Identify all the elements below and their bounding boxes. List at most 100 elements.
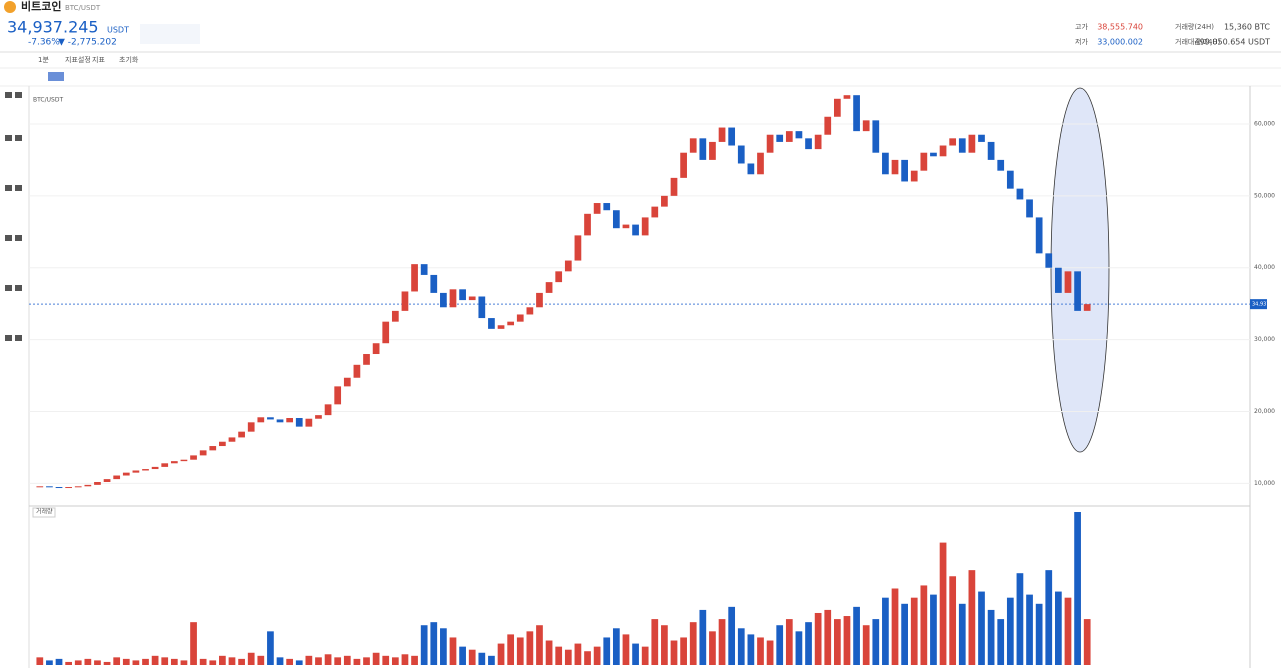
volume-bar — [84, 658, 92, 665]
candle — [718, 127, 726, 142]
toolbar-item[interactable]: 1분 — [38, 56, 49, 64]
candle — [853, 95, 860, 132]
volume-bar — [632, 643, 639, 665]
candle — [757, 152, 764, 175]
tool-icon[interactable] — [5, 235, 12, 241]
candle — [343, 377, 351, 387]
volume-bar — [440, 628, 447, 665]
chart-label: BTC/USDT — [33, 97, 63, 104]
volume-bar — [449, 637, 457, 665]
stat-value: 33,000.002 — [1097, 38, 1143, 47]
toolbar-item[interactable]: 지표설정 — [65, 55, 91, 64]
volume-bar — [833, 619, 841, 665]
toolbar-item[interactable]: 초기화 — [119, 55, 139, 64]
tool-icon[interactable] — [5, 285, 12, 291]
candle — [930, 152, 937, 157]
volume-bar — [997, 619, 1005, 665]
volume-bar — [987, 609, 995, 665]
candle — [632, 224, 639, 236]
volume-bar — [737, 628, 745, 665]
volume-bar — [939, 542, 947, 665]
volume-bar — [1055, 591, 1062, 665]
candle — [1006, 170, 1014, 189]
volume-bar — [757, 637, 764, 665]
tool-icon[interactable] — [5, 185, 12, 191]
volume-bar — [920, 585, 928, 665]
last-price-label: 34,937 — [1252, 302, 1270, 308]
candle — [997, 159, 1005, 171]
volume-bar — [1083, 619, 1091, 665]
candle — [1026, 199, 1033, 218]
tool-icon[interactable] — [5, 335, 12, 341]
volume-bar — [670, 640, 678, 665]
candle — [978, 134, 985, 142]
candle — [574, 235, 582, 261]
tool-icon[interactable] — [15, 185, 22, 191]
stat-label: 거래대금(24H) — [1175, 37, 1221, 46]
volume-bar — [391, 657, 399, 665]
volume-bar — [728, 606, 736, 665]
volume-bar — [276, 657, 284, 665]
tool-icon[interactable] — [5, 92, 12, 98]
volume-bar — [853, 606, 860, 665]
tool-icon[interactable] — [15, 135, 22, 141]
candle — [958, 138, 966, 153]
candle — [190, 455, 197, 460]
candle — [603, 203, 611, 211]
volume-bar — [814, 612, 822, 665]
candle — [295, 418, 303, 427]
y-tick-label: 60,000 — [1254, 120, 1275, 127]
tool-icon[interactable] — [5, 135, 12, 141]
coin-name: 비트코인 — [21, 0, 61, 13]
candle — [536, 292, 543, 308]
candle — [1035, 217, 1043, 254]
tool-icon[interactable] — [15, 285, 22, 291]
stat-value: 499,050.654 USDT — [1195, 38, 1271, 47]
candle — [65, 487, 72, 489]
candle — [651, 206, 659, 218]
volume-bar — [305, 655, 313, 665]
color-swatch[interactable] — [48, 72, 64, 81]
volume-bar — [1064, 597, 1072, 665]
volume-bar — [507, 634, 515, 665]
candle — [459, 289, 466, 301]
volume-bar — [103, 661, 111, 665]
volume-bar — [1026, 594, 1033, 665]
volume-bar — [497, 643, 505, 665]
candle — [161, 463, 169, 467]
candle — [728, 127, 736, 146]
volume-bar — [564, 649, 572, 665]
candle — [353, 364, 361, 378]
candle — [315, 415, 322, 419]
candle — [939, 145, 947, 157]
candle — [440, 292, 447, 308]
toolbar-item[interactable]: 지표 — [92, 55, 105, 64]
volume-bar — [680, 637, 687, 665]
candle — [670, 177, 678, 196]
volume-bar — [257, 655, 265, 665]
tool-icon[interactable] — [15, 235, 22, 241]
candle — [910, 170, 918, 182]
volume-label: 거래량 — [36, 508, 53, 516]
change-abs: ▼ -2,775.202 — [58, 38, 117, 48]
tool-icon[interactable] — [15, 92, 22, 98]
candle — [1064, 271, 1072, 293]
candle — [987, 141, 995, 160]
volume-bar — [776, 625, 784, 665]
volume-bar — [824, 609, 832, 665]
price-unit: USDT — [107, 26, 129, 35]
volume-bar — [545, 640, 553, 665]
candle — [276, 419, 284, 423]
volume-bar — [46, 660, 53, 665]
tool-icon[interactable] — [15, 335, 22, 341]
volume-bar — [286, 658, 294, 665]
change-pct: -7.36% — [28, 38, 60, 48]
candle — [622, 224, 630, 229]
volume-bar — [65, 661, 72, 665]
candle — [833, 98, 841, 117]
volume-bar — [343, 655, 351, 665]
volume-tag — [32, 507, 56, 518]
candle — [334, 386, 342, 405]
candle — [74, 486, 82, 488]
volume-bar — [689, 622, 697, 665]
